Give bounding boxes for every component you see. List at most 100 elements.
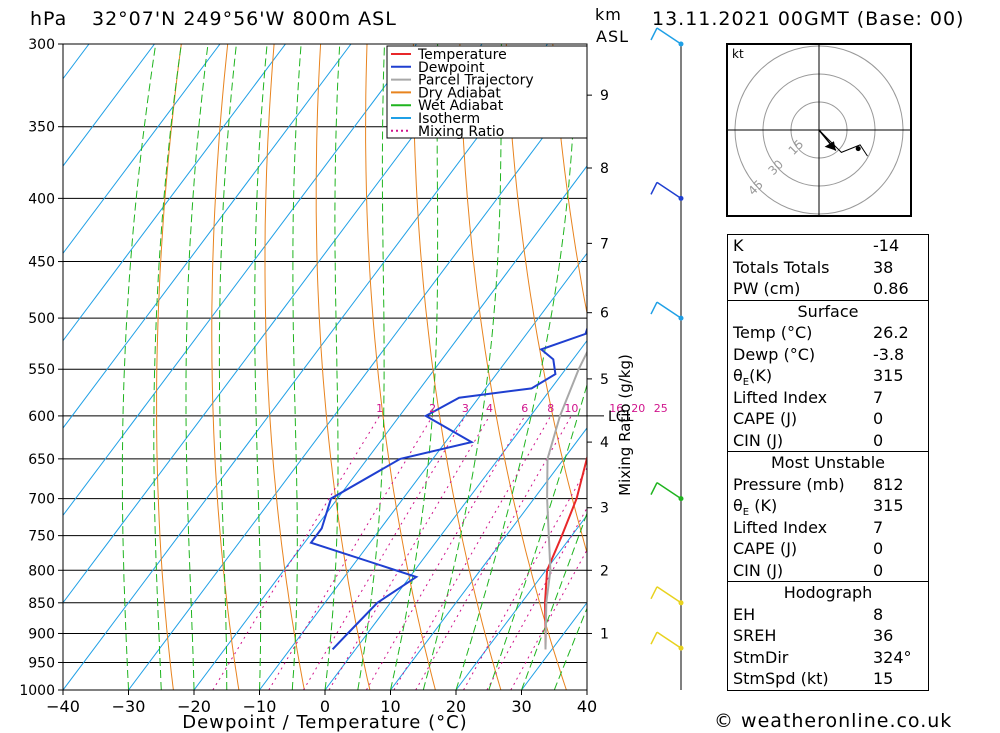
wind-barb-shaft bbox=[656, 301, 682, 319]
pressure-tick-label: 450 bbox=[28, 255, 55, 271]
surface-row-cin: CIN (J) 0 bbox=[728, 430, 928, 452]
plot-series bbox=[309, 295, 587, 650]
index-label: θE (K) bbox=[733, 495, 777, 524]
isotherm-line bbox=[63, 44, 548, 690]
surface-section-title: Surface bbox=[728, 299, 928, 323]
index-value: 0 bbox=[873, 430, 884, 450]
theta-subscript: E bbox=[742, 507, 750, 519]
wind-barb-flag bbox=[650, 182, 658, 195]
lcl-label: LCL bbox=[608, 409, 634, 425]
dry-adiabat-line bbox=[156, 44, 182, 690]
hodo-row-eh: EH 8 bbox=[728, 604, 928, 626]
index-label: StmDir bbox=[733, 647, 789, 667]
km-tick-label: 3 bbox=[600, 501, 609, 517]
mixing-ratio-label: 10 bbox=[564, 402, 578, 415]
index-row-k: K -14 bbox=[728, 235, 928, 257]
index-value: 15 bbox=[873, 669, 894, 688]
index-label: CIN (J) bbox=[733, 430, 784, 450]
theta-symbol: θ bbox=[733, 496, 743, 515]
pressure-tick-label: 750 bbox=[28, 529, 55, 545]
wind-barb-flag bbox=[650, 301, 658, 315]
mixing-ratio-label: 2 bbox=[429, 402, 436, 415]
pressure-tick-label: 700 bbox=[28, 492, 55, 508]
index-label: Dewp (°C) bbox=[733, 344, 816, 364]
hodograph-section-title: Hodograph bbox=[728, 581, 928, 604]
theta-subscript: E bbox=[742, 377, 750, 389]
hodograph-point bbox=[855, 146, 861, 152]
wind-barb-shaft bbox=[656, 631, 682, 649]
legend-label: Mixing Ratio bbox=[418, 124, 504, 140]
theta-unit: (K) bbox=[749, 496, 778, 515]
mixing-ratio-label: 20 bbox=[631, 402, 645, 415]
wet-adiabat-line bbox=[254, 44, 268, 690]
pressure-tick-label: 550 bbox=[28, 362, 55, 378]
isotherm-line bbox=[63, 44, 155, 167]
dry-adiabat-line bbox=[459, 44, 567, 690]
most-unstable-section-title: Most Unstable bbox=[728, 451, 928, 474]
pressure-tick-label: 500 bbox=[28, 311, 55, 327]
legend-label: Dewpoint bbox=[418, 60, 485, 76]
km-unit-label: km bbox=[595, 5, 622, 24]
index-label: CAPE (J) bbox=[733, 409, 798, 428]
mixing-ratio-label: 16 bbox=[609, 402, 623, 415]
mixing-ratio-line bbox=[486, 506, 587, 690]
temperature-line bbox=[543, 455, 587, 650]
dry-adiabat-line bbox=[924, 44, 1000, 690]
dry-adiabat-line bbox=[505, 44, 587, 555]
dry-adiabat-line bbox=[315, 44, 371, 690]
asl-unit-label: ASL bbox=[596, 27, 630, 46]
theta-unit: (K) bbox=[749, 366, 773, 385]
mixing-ratio-axis-title: Mixing Ratio (g/kg) bbox=[616, 354, 634, 496]
index-value: 0 bbox=[873, 409, 884, 428]
legend-label: Temperature bbox=[417, 47, 507, 63]
surface-row-thetae: θE(K) 315 bbox=[728, 365, 928, 389]
hodo-row-stmdir: StmDir 324° bbox=[728, 647, 928, 669]
index-value: 0 bbox=[873, 560, 884, 580]
index-label: Lifted Index bbox=[733, 517, 828, 537]
wet-adiabat-line bbox=[291, 44, 302, 690]
parcel-trajectory-line bbox=[544, 350, 587, 650]
index-value: 315 bbox=[873, 366, 904, 385]
index-value: -14 bbox=[873, 236, 900, 255]
wind-barb-shaft bbox=[656, 586, 682, 604]
dry-adiabat-line bbox=[552, 44, 587, 316]
legend-label: Dry Adiabat bbox=[418, 85, 501, 101]
isotherm-line bbox=[455, 514, 587, 690]
wet-adiabat-line bbox=[218, 44, 237, 690]
index-label: CAPE (J) bbox=[733, 539, 798, 558]
isotherm-line bbox=[63, 44, 483, 604]
wind-barb-flag bbox=[650, 631, 658, 645]
pressure-tick-label: 350 bbox=[28, 120, 55, 136]
credit-link[interactable]: © weatheronline.co.uk bbox=[714, 710, 953, 732]
pressure-tick-label: 850 bbox=[28, 596, 55, 612]
index-label: PW (cm) bbox=[733, 279, 801, 298]
x-tick-label: 40 bbox=[577, 697, 597, 716]
dry-adiabat-line bbox=[412, 44, 502, 690]
hodo-row-stmspd: StmSpd (kt) 15 bbox=[728, 668, 928, 690]
index-label: CIN (J) bbox=[733, 560, 784, 580]
surface-row-temp: Temp (°C) 26.2 bbox=[728, 322, 928, 344]
wet-adiabat-line bbox=[324, 44, 341, 690]
pressure-tick-label: 950 bbox=[28, 655, 55, 671]
index-label: Temp (°C) bbox=[733, 323, 813, 342]
isotherm-line bbox=[193, 165, 587, 690]
storm-motion-arrowhead bbox=[824, 141, 836, 151]
mu-row-cin: CIN (J) 0 bbox=[728, 560, 928, 582]
index-value: 8 bbox=[873, 604, 884, 624]
dry-adiabat-line bbox=[211, 44, 240, 690]
km-tick-label: 7 bbox=[600, 236, 609, 252]
mixing-ratio-line bbox=[393, 415, 552, 690]
mixing-ratio-line bbox=[212, 415, 381, 690]
index-value: 36 bbox=[873, 626, 894, 645]
isotherm-line bbox=[63, 44, 286, 342]
index-value: 812 bbox=[873, 474, 904, 494]
x-tick-label: −30 bbox=[112, 697, 146, 716]
height-axis: 1 2 3 4 5 6 7 8 9 bbox=[587, 27, 684, 690]
x-tick-label: −10 bbox=[243, 697, 277, 716]
mixing-ratio-line bbox=[415, 415, 572, 690]
dry-adiabat-line bbox=[365, 44, 436, 690]
x-axis-title: Dewpoint / Temperature (°C) bbox=[182, 712, 467, 733]
